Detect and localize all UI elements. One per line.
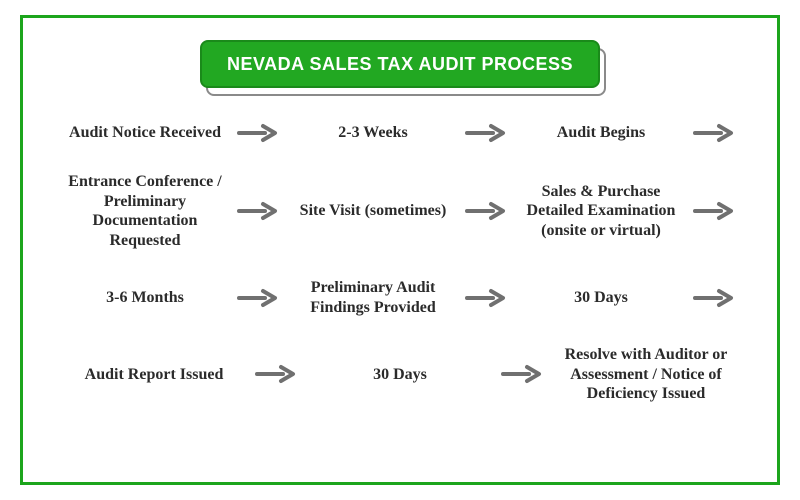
flow-rows: Audit Notice Received 2-3 Weeks Audit Be… <box>61 116 739 464</box>
flow-row: Audit Notice Received 2-3 Weeks Audit Be… <box>61 122 739 144</box>
arrow-icon <box>499 363 547 385</box>
arrow-icon <box>463 122 511 144</box>
flow-step: 30 Days <box>517 288 685 308</box>
flow-step: 2-3 Weeks <box>289 123 457 143</box>
flow-row: Audit Report Issued 30 Days Resolve with… <box>61 345 739 404</box>
flow-step: Entrance Conference / Preliminary Docume… <box>61 172 229 250</box>
arrow-icon <box>235 287 283 309</box>
arrow-icon <box>691 122 739 144</box>
flow-step: Preliminary Audit Findings Provided <box>289 278 457 317</box>
diagram-frame: NEVADA SALES TAX AUDIT PROCESS Audit Not… <box>20 15 780 485</box>
flow-step: Sales & Purchase Detailed Examination (o… <box>517 182 685 241</box>
arrow-icon <box>463 200 511 222</box>
diagram-title: NEVADA SALES TAX AUDIT PROCESS <box>200 40 600 88</box>
flow-step: Resolve with Auditor or Assessment / Not… <box>553 345 739 404</box>
arrow-icon <box>253 363 301 385</box>
arrow-icon <box>691 200 739 222</box>
flow-row: 3-6 Months Preliminary Audit Findings Pr… <box>61 278 739 317</box>
flow-step: Audit Notice Received <box>61 123 229 143</box>
flow-step: 30 Days <box>307 365 493 385</box>
flow-step: Audit Report Issued <box>61 365 247 385</box>
arrow-icon <box>235 122 283 144</box>
flow-step: Audit Begins <box>517 123 685 143</box>
arrow-icon <box>691 287 739 309</box>
arrow-icon <box>235 200 283 222</box>
flow-row: Entrance Conference / Preliminary Docume… <box>61 172 739 250</box>
arrow-icon <box>463 287 511 309</box>
flow-step: Site Visit (sometimes) <box>289 201 457 221</box>
flow-step: 3-6 Months <box>61 288 229 308</box>
title-container: NEVADA SALES TAX AUDIT PROCESS <box>61 40 739 88</box>
